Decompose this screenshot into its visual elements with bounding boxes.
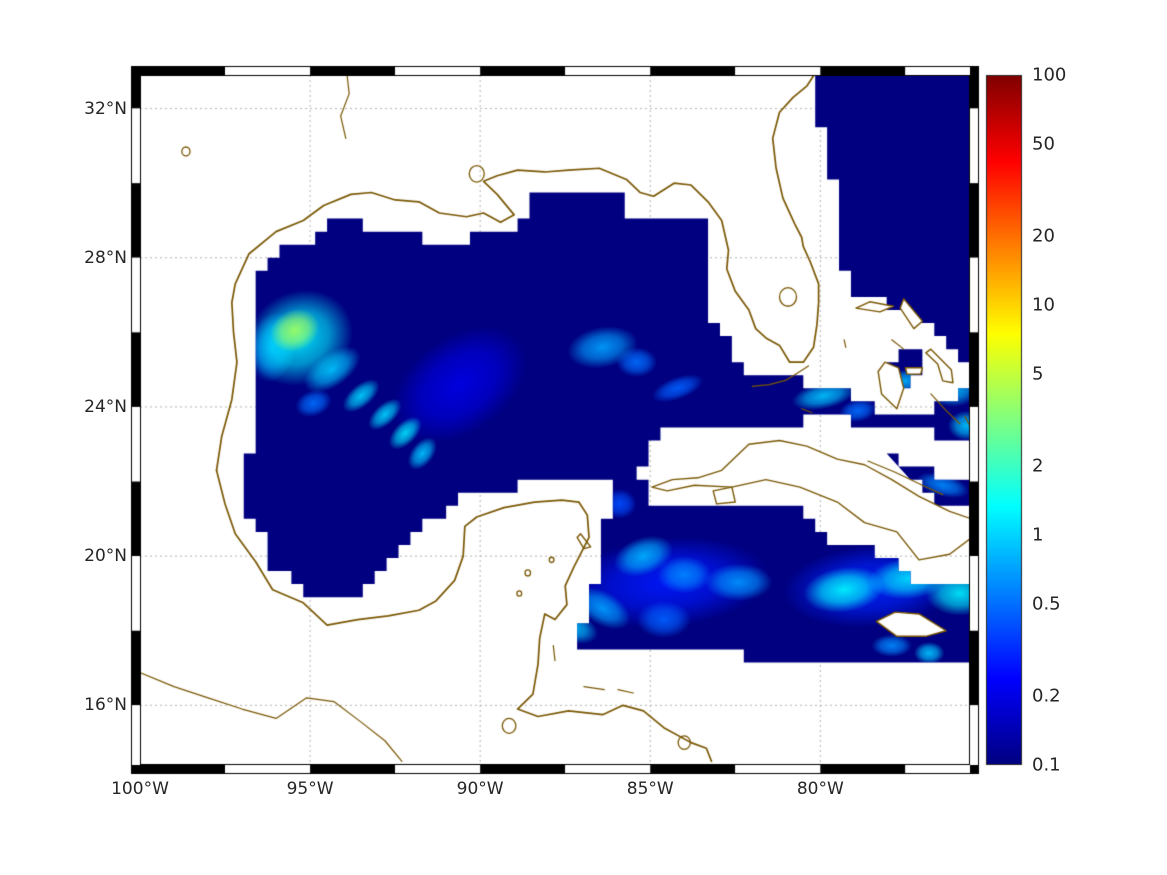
map-figure: 100°W 95°W 90°W 85°W 80°W 16°N 20°N 24°N 28°N 32°… <box>0 0 1167 875</box>
map-canvas <box>0 0 1167 875</box>
